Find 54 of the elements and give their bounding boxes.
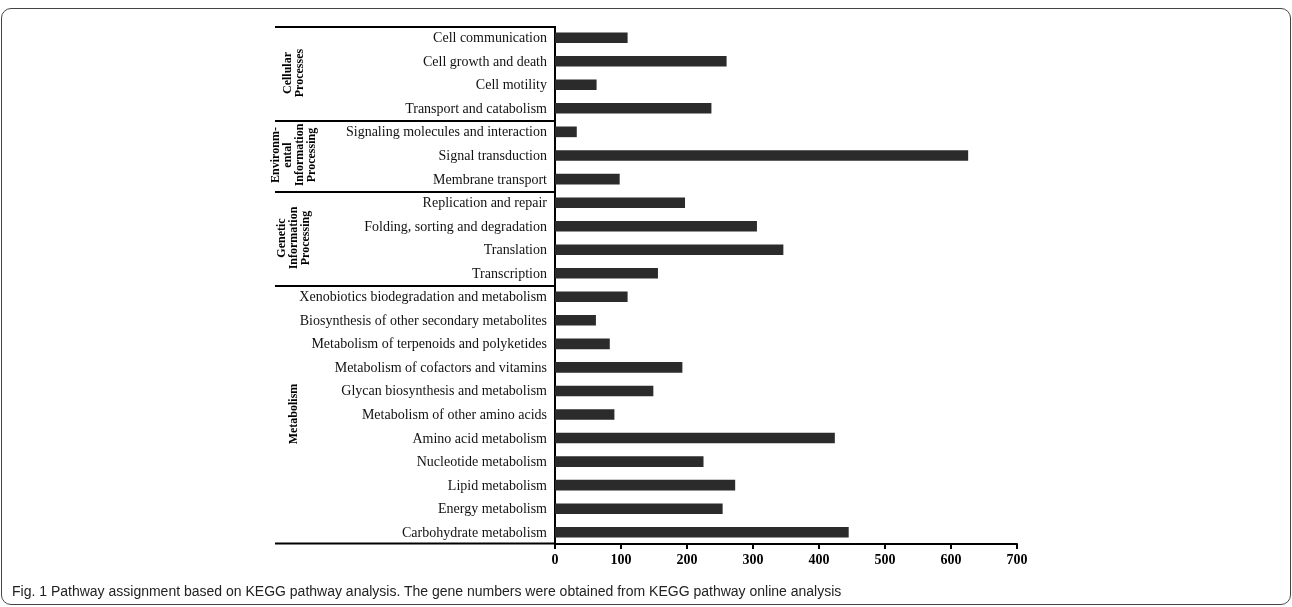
bar [555, 79, 597, 91]
y-tick-label: Metabolism of other amino acids [361, 406, 547, 422]
y-tick-label: Replication and repair [422, 194, 548, 210]
x-tick-label: 500 [874, 551, 896, 566]
x-tick-label: 200 [676, 551, 698, 566]
y-tick-label: Xenobiotics biodegradation and metabolism [299, 288, 548, 304]
y-axis-title: Environm- ental Information Processing [268, 123, 318, 187]
x-tick-label: 0 [551, 551, 559, 566]
bar [555, 385, 654, 396]
y-tick-label: Lipid metabolism [447, 477, 548, 493]
bar [555, 267, 658, 279]
bar [555, 526, 849, 538]
bar [555, 32, 628, 44]
x-tick-label: 300 [742, 551, 764, 566]
bar [555, 102, 712, 114]
y-tick-label: Amino acid metabolism [412, 430, 548, 446]
bar [555, 290, 628, 302]
y-axis-title: Cellular Processes [280, 48, 306, 98]
x-tick-label: 100 [610, 551, 632, 566]
bar [555, 220, 757, 232]
caption: Fig. 1 Pathway assignment based on KEGG pathway analysis. The gene numbers were obtained from KEGG pathway online analysis [12, 582, 842, 598]
bar [555, 55, 727, 67]
y-tick-label: Transport and catabolism [405, 100, 548, 116]
y-tick-label: Metabolism of terpenoids and polyketides [311, 335, 547, 351]
y-tick-label: Cell growth and death [422, 53, 547, 69]
bar [555, 243, 784, 255]
y-tick-label: Nucleotide metabolism [416, 453, 548, 469]
y-tick-label: Glycan biosynthesis and metabolism [341, 382, 548, 398]
y-tick-label: Translation [483, 241, 547, 257]
y-axis-title: Genetic Information Processing [274, 206, 312, 269]
bar [555, 361, 683, 373]
x-tick-label: 700 [1006, 551, 1028, 566]
y-tick-label: Energy metabolism [438, 500, 548, 516]
bar [555, 196, 686, 208]
y-tick-label: Signaling molecules and interaction [345, 124, 547, 140]
bar [555, 314, 596, 326]
y-tick-label: Biosynthesis of other secondary metabolites [299, 312, 547, 328]
x-tick-label: 400 [808, 551, 830, 566]
y-tick-label: Carbohydrate metabolism [401, 524, 548, 540]
y-tick-label: Metabolism of cofactors and vitamins [334, 359, 547, 375]
y-tick-label: Signal transduction [438, 148, 547, 163]
y-tick-label: Cell communication [433, 30, 547, 46]
y-tick-label: Folding, sorting and degradation [364, 218, 547, 234]
bar [555, 408, 615, 420]
y-tick-label: Cell motility [475, 77, 547, 93]
bar [555, 338, 610, 349]
bar [555, 432, 835, 443]
y-tick-label: Transcription [472, 265, 547, 281]
y-tick-label: Membrane transport [433, 171, 548, 187]
y-axis-title: Metabolism [286, 383, 300, 445]
x-tick-label: 600 [940, 551, 962, 566]
bar [555, 502, 723, 514]
bar [555, 479, 736, 490]
bar [555, 455, 704, 467]
